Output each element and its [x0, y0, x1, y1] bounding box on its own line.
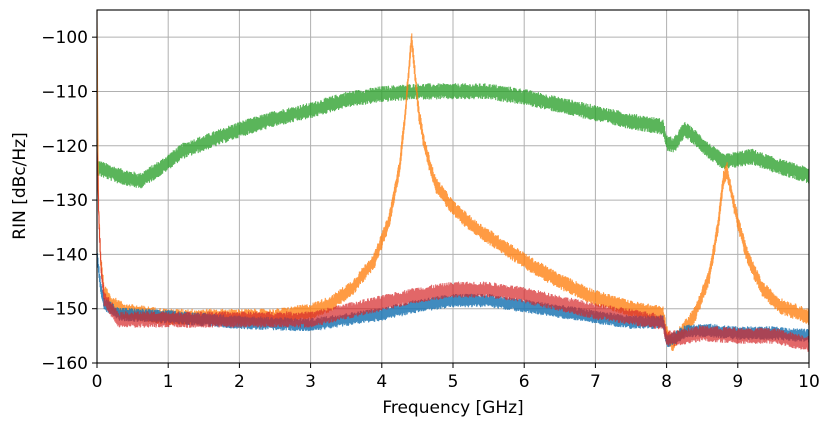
x-tick-label: 5	[448, 372, 459, 392]
y-tick-label: −160	[41, 354, 88, 374]
x-tick-label: 6	[519, 372, 530, 392]
y-tick-label: −120	[41, 137, 88, 157]
x-tick-label: 10	[798, 372, 820, 392]
y-axis-label: RIN [dBc/Hz]	[10, 132, 30, 239]
x-tick-label: 7	[590, 372, 601, 392]
x-axis-label: Frequency [GHz]	[382, 398, 523, 418]
x-tick-label: 0	[92, 372, 103, 392]
x-tick-label: 9	[732, 372, 743, 392]
y-tick-label: −150	[41, 300, 88, 320]
y-tick-label: −140	[41, 245, 88, 265]
y-tick-label: −100	[41, 28, 88, 48]
x-tick-label: 2	[234, 372, 245, 392]
series-layer	[97, 10, 809, 352]
y-tick-label: −110	[41, 82, 88, 102]
x-tick-label: 4	[376, 372, 387, 392]
series-3-trace	[97, 139, 809, 352]
series-0-trace	[97, 83, 809, 189]
axis-ticks: 0 1 2 3 4 5 6 7 8 9 10 −160 −150 −140 −130 −120 −110 −100	[41, 28, 820, 392]
x-tick-label: 8	[661, 372, 672, 392]
x-tick-label: 1	[163, 372, 174, 392]
x-tick-label: 3	[305, 372, 316, 392]
y-tick-label: −130	[41, 191, 88, 211]
